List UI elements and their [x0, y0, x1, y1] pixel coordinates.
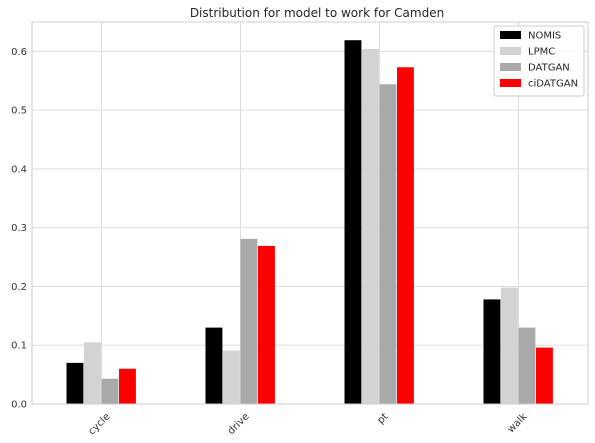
legend-swatch-nomis — [500, 31, 521, 39]
bar-nomis-pt — [344, 40, 362, 405]
legend-box — [493, 25, 585, 97]
y-tick-label: 0.1 — [11, 341, 27, 352]
bar-datgan-cycle — [101, 378, 119, 404]
bar-datgan-walk — [518, 327, 536, 404]
legend-label-nomis: NOMIS — [528, 31, 561, 42]
x-tick-label-walk: walk — [506, 411, 530, 435]
legend-label-cidatgan: ciDATGAN — [528, 79, 578, 90]
bar-datgan-drive — [240, 238, 258, 404]
bar-cidatgan-pt — [397, 67, 414, 404]
x-axis-ticks: cycle drive pt walk — [87, 411, 530, 437]
bar-nomis-walk — [483, 299, 501, 404]
bar-cidatgan-walk — [536, 347, 553, 404]
legend-swatch-lpmc — [500, 47, 521, 55]
bar-nomis-drive — [205, 327, 223, 404]
x-tick-label-drive: drive — [226, 411, 252, 437]
x-tick-label-cycle: cycle — [87, 411, 113, 437]
legend-label-lpmc: LPMC — [528, 47, 555, 58]
bar-lpmc-walk — [501, 287, 518, 404]
plot-frame — [31, 21, 589, 405]
bar-datgan-pt — [379, 84, 397, 405]
bar-lpmc-cycle — [84, 342, 101, 404]
y-tick-label: 0.6 — [11, 47, 27, 58]
x-tick-label-pt: pt — [376, 411, 391, 426]
chart-title: Distribution for model to work for Camde… — [190, 6, 444, 20]
bars — [66, 40, 553, 405]
bar-nomis-cycle — [66, 362, 84, 404]
y-tick-label: 0.2 — [11, 282, 27, 293]
legend-swatch-datgan — [500, 63, 521, 71]
bar-cidatgan-cycle — [119, 368, 136, 404]
y-axis-ticks: 0.0 0.1 0.2 0.3 0.4 0.5 0.6 — [11, 47, 27, 411]
legend-swatch-cidatgan — [500, 79, 521, 87]
bar-cidatgan-drive — [258, 245, 275, 404]
bar-lpmc-drive — [223, 350, 240, 404]
y-tick-label: 0.4 — [11, 164, 27, 175]
legend: NOMIS LPMC DATGAN ciDATGAN — [493, 25, 585, 97]
y-tick-label: 0.5 — [11, 106, 27, 117]
bar-lpmc-pt — [362, 49, 379, 405]
y-tick-label: 0.0 — [11, 400, 27, 411]
legend-label-datgan: DATGAN — [528, 63, 570, 74]
y-tick-label: 0.3 — [11, 223, 27, 234]
